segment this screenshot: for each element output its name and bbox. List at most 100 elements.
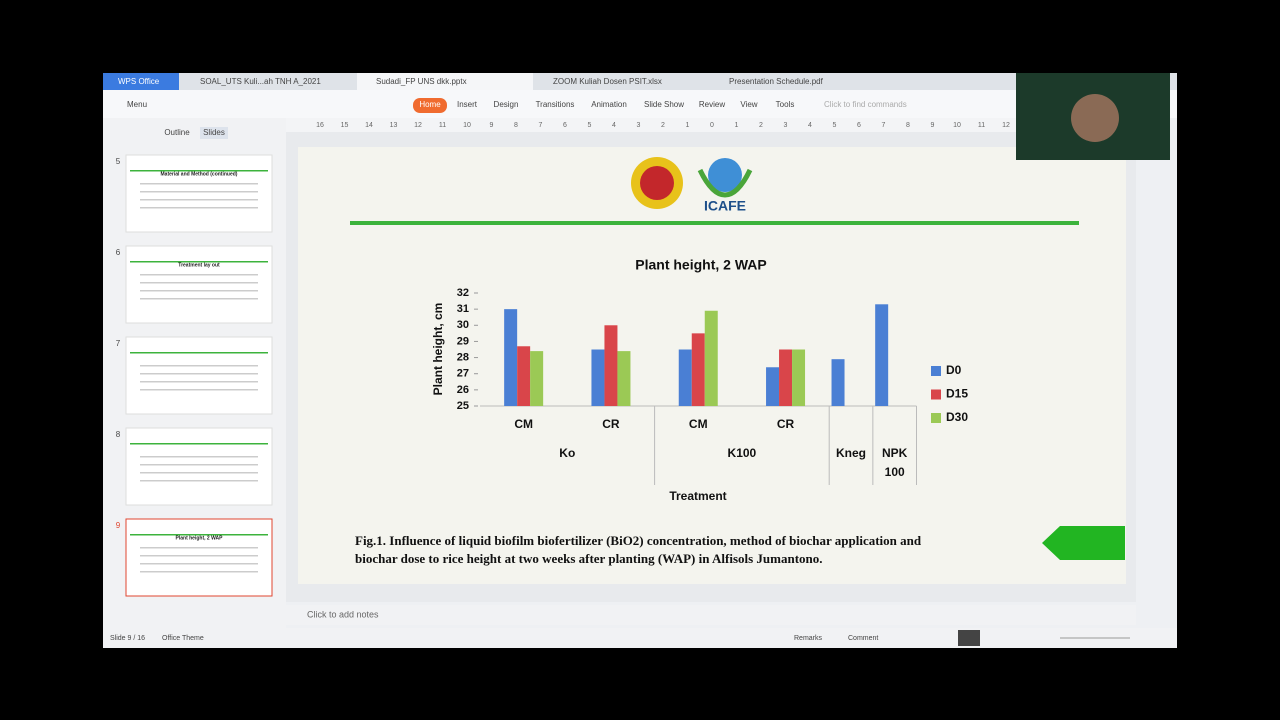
thumb-line: [140, 282, 258, 284]
thumb-rule: [130, 261, 268, 263]
ribbon-tab[interactable]: Home: [419, 100, 441, 109]
y-tick-label: 31: [457, 303, 469, 315]
chart-title: Plant height, 2 WAP: [635, 257, 766, 273]
y-tick-label: 25: [457, 400, 469, 412]
thumb-rule: [130, 352, 268, 354]
ruler: [286, 118, 1136, 132]
y-tick-label: 27: [457, 368, 469, 380]
bar: [504, 309, 518, 406]
tab-label[interactable]: Sudadi_FP UNS dkk.pptx: [376, 77, 467, 86]
ribbon-tab[interactable]: Slide Show: [644, 100, 684, 109]
x-tick-label: Kneg: [836, 446, 866, 460]
ribbon-tab[interactable]: Insert: [457, 100, 478, 109]
ribbon-tab[interactable]: Review: [699, 100, 725, 109]
logo-leaves: [697, 168, 753, 198]
ruler-label: 12: [1002, 122, 1010, 129]
bar: [591, 349, 605, 406]
y-tick-label: 30: [457, 319, 469, 331]
panel-tab-bg[interactable]: [200, 127, 228, 139]
thumb-line: [140, 183, 258, 185]
notes[interactable]: Click to add notes: [307, 609, 379, 619]
y-tick-label: 32: [457, 287, 469, 299]
x-axis-title: Treatment: [669, 489, 726, 503]
bar: [691, 333, 705, 406]
ribbon-tab[interactable]: Design: [494, 100, 519, 109]
menu[interactable]: Menu: [127, 100, 147, 109]
ruler-label: 8: [906, 122, 910, 129]
bar: [678, 349, 692, 406]
thumbnail[interactable]: [125, 518, 273, 597]
legend-swatch: [931, 413, 941, 423]
thumb-line: [140, 480, 258, 482]
tab-label[interactable]: SOAL_UTS Kuli...ah TNH A_2021: [200, 77, 321, 86]
ruler-label: 9: [931, 122, 935, 129]
ruler-label: 4: [612, 122, 616, 129]
ribbon-tab[interactable]: Tools: [776, 100, 795, 109]
ruler-label: 14: [365, 122, 373, 129]
thumb-rule: [130, 534, 268, 536]
ruler-label: 16: [316, 122, 324, 129]
ruler-label: 10: [463, 122, 471, 129]
thumbnail[interactable]: [125, 336, 273, 415]
thumb-rule: [130, 170, 268, 172]
x-tick-label: CM: [689, 417, 708, 431]
legend-swatch: [931, 389, 941, 400]
status-btn[interactable]: Comment: [848, 635, 878, 642]
thumb-number: 5: [116, 157, 121, 166]
ruler-label: 5: [833, 122, 837, 129]
ruler-label: 11: [978, 122, 985, 129]
panel-tab[interactable]: Slides: [203, 128, 225, 137]
bar: [792, 349, 806, 406]
thumb-line: [140, 298, 258, 300]
thumbnail[interactable]: [125, 427, 273, 506]
ruler-label: 15: [341, 122, 349, 129]
ribbon-tab[interactable]: Transitions: [536, 100, 575, 109]
ruler-label: 11: [439, 122, 446, 129]
legend-label: D15: [946, 387, 968, 401]
thumb-line: [140, 191, 258, 193]
tab-label[interactable]: ZOOM Kuliah Dosen PSIT.xlsx: [553, 77, 662, 86]
active-tab[interactable]: [357, 73, 533, 90]
thumb-title: Plant height, 2 WAP: [176, 535, 224, 541]
ruler-label: 10: [953, 122, 961, 129]
bar: [604, 325, 618, 406]
thumb-title: Treatment lay out: [178, 262, 220, 268]
ruler-label: 13: [390, 122, 398, 129]
thumb-line: [140, 381, 258, 383]
logo-globe: [708, 158, 742, 192]
panel-tab[interactable]: Outline: [164, 128, 190, 137]
logo-text: ICAFE: [704, 198, 746, 214]
tab-label[interactable]: WPS Office: [118, 77, 160, 86]
thumbnail[interactable]: [125, 245, 273, 324]
ruler-label: 6: [857, 122, 861, 129]
ruler-label: 12: [414, 122, 422, 129]
y-tick-label: 29: [457, 335, 469, 347]
ruler-label: 6: [563, 122, 567, 129]
bar: [617, 351, 631, 406]
bar: [779, 349, 793, 406]
slide-rule: [350, 221, 1079, 225]
ribbon-tab[interactable]: Animation: [591, 100, 627, 109]
home-pill[interactable]: [413, 98, 447, 113]
status: Slide 9 / 16: [110, 635, 145, 642]
ruler-label: 1: [735, 122, 739, 129]
wps-tab[interactable]: [103, 73, 179, 90]
bar: [831, 359, 845, 406]
search[interactable]: Click to find commands: [824, 100, 907, 109]
ruler-label: 3: [784, 122, 788, 129]
status-btn[interactable]: Remarks: [794, 635, 823, 642]
thumbnail[interactable]: [125, 154, 273, 233]
legend-swatch: [931, 366, 941, 376]
logo-uns-inner: [640, 166, 674, 200]
ribbon-tab[interactable]: View: [740, 100, 757, 109]
tab-label[interactable]: Presentation Schedule.pdf: [729, 77, 824, 86]
bar: [517, 346, 531, 406]
ruler-label: 8: [514, 122, 518, 129]
play-button[interactable]: [958, 630, 980, 646]
thumb-number: 6: [116, 248, 121, 257]
y-tick-label: 28: [457, 351, 469, 363]
thumb-line: [140, 365, 258, 367]
group-label: K100: [728, 446, 757, 460]
thumb-line: [140, 464, 258, 466]
